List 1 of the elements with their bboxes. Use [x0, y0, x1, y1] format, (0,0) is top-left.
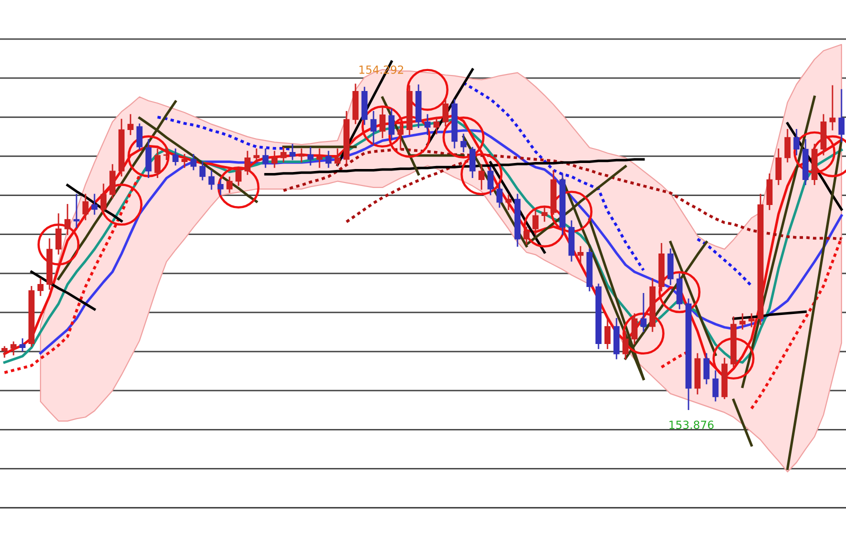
- annotation: 153.876: [670, 420, 714, 430]
